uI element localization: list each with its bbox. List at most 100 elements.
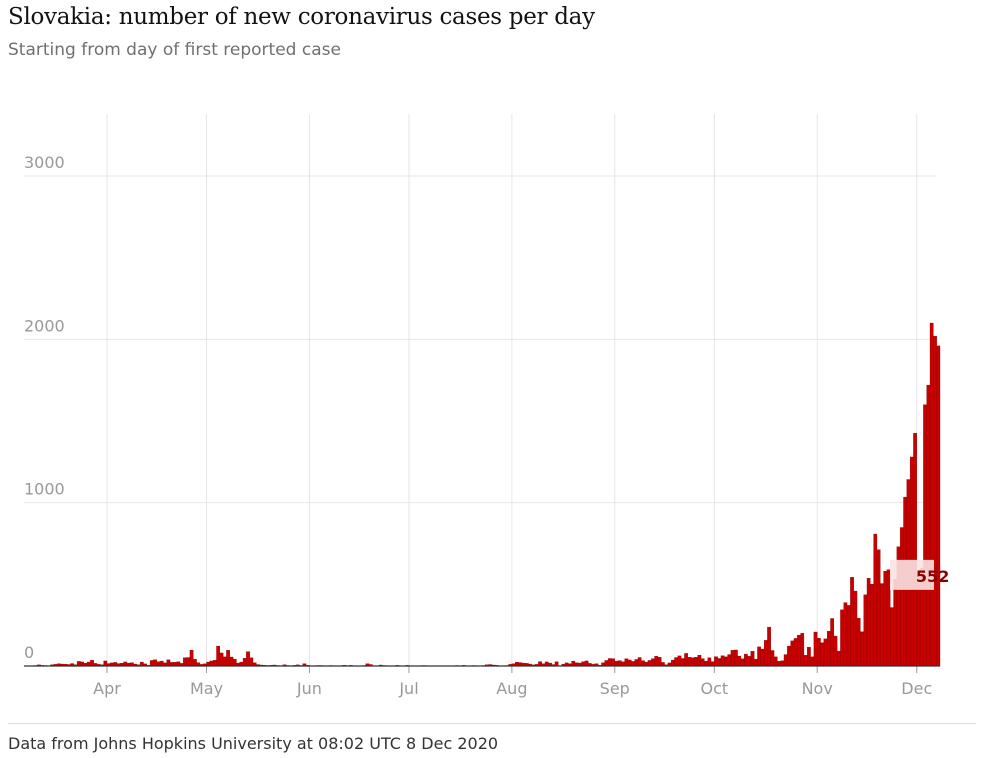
bar	[777, 661, 781, 667]
bar	[936, 345, 941, 667]
source-note: Data from Johns Hopkins University at 08…	[8, 734, 499, 753]
bar	[604, 660, 609, 667]
bar	[189, 649, 194, 667]
bar	[186, 657, 191, 667]
y-tick-label: 2000	[24, 316, 65, 335]
x-tick-label: Nov	[802, 679, 833, 698]
bar	[860, 631, 864, 667]
bar	[176, 661, 181, 667]
chart-title: Slovakia: number of new coronavirus case…	[8, 4, 595, 30]
bar	[893, 579, 898, 667]
x-tick-label: Dec	[901, 679, 932, 698]
bar	[714, 656, 718, 667]
bar	[724, 656, 728, 667]
chart-subtitle: Starting from day of first reported case	[8, 40, 341, 60]
bar	[159, 660, 164, 667]
bar	[617, 660, 622, 667]
source-divider	[8, 723, 976, 724]
x-tick-label: Oct	[700, 679, 728, 698]
bar	[813, 631, 818, 667]
bar	[183, 657, 187, 667]
bar	[753, 659, 758, 667]
bar	[226, 650, 230, 667]
bar	[720, 655, 725, 667]
bar	[734, 649, 738, 667]
bar	[611, 658, 615, 667]
bar	[607, 658, 612, 667]
bar	[193, 659, 197, 667]
bar	[80, 661, 84, 667]
bar	[866, 578, 871, 667]
bar	[863, 594, 868, 667]
bar	[899, 527, 904, 667]
bar	[750, 651, 755, 667]
bar	[700, 658, 705, 667]
bar	[631, 661, 635, 667]
bar	[886, 569, 891, 667]
x-tick-label: Jun	[296, 679, 322, 698]
bar	[232, 658, 237, 667]
bar	[687, 657, 692, 667]
bar	[793, 638, 798, 667]
bar	[853, 590, 858, 667]
bar	[654, 656, 659, 667]
bar	[581, 661, 586, 667]
bar	[584, 660, 589, 667]
gridlines	[24, 114, 936, 666]
bar	[242, 658, 247, 667]
bar	[826, 631, 831, 667]
bar	[624, 658, 629, 667]
bar	[651, 658, 655, 667]
bar	[627, 659, 632, 667]
bar	[856, 618, 861, 667]
bar	[840, 609, 844, 667]
callout-background	[890, 559, 934, 590]
bar	[684, 653, 688, 667]
y-tick-label: 3000	[24, 153, 65, 172]
bar	[149, 660, 154, 667]
bar	[773, 656, 778, 667]
bar	[933, 335, 937, 667]
x-tick-label: Apr	[93, 679, 121, 698]
bar	[544, 661, 549, 667]
bar	[710, 661, 715, 667]
bar	[747, 656, 752, 667]
bar	[740, 658, 745, 667]
bar	[690, 657, 695, 667]
bar	[246, 651, 250, 667]
bar	[216, 645, 220, 667]
bar	[156, 661, 161, 667]
bar	[727, 654, 732, 667]
bar	[76, 661, 81, 667]
bars	[23, 322, 941, 667]
bar	[166, 659, 171, 667]
bar	[677, 655, 682, 667]
bar	[890, 607, 894, 667]
bar	[757, 646, 761, 667]
bar	[770, 650, 775, 667]
bar	[614, 660, 619, 667]
x-tick-label: Jul	[398, 679, 418, 698]
bar	[209, 660, 214, 667]
y-tick-label: 1000	[24, 480, 65, 499]
bar	[833, 635, 838, 667]
bar	[717, 658, 722, 667]
bar	[737, 655, 742, 667]
bar	[249, 657, 254, 667]
x-tick-label: May	[190, 679, 223, 698]
bar	[800, 633, 805, 667]
bar	[704, 660, 708, 667]
bar	[637, 657, 642, 667]
bar	[229, 656, 234, 667]
bar	[571, 660, 576, 667]
bar	[820, 642, 825, 667]
bar	[538, 661, 542, 667]
bar	[830, 618, 834, 667]
bar	[670, 659, 675, 667]
bar	[783, 654, 788, 667]
bar	[763, 640, 768, 667]
bar	[836, 650, 841, 667]
bar	[680, 658, 685, 667]
bar	[212, 660, 217, 667]
latest-value-callout: 552	[890, 559, 949, 590]
